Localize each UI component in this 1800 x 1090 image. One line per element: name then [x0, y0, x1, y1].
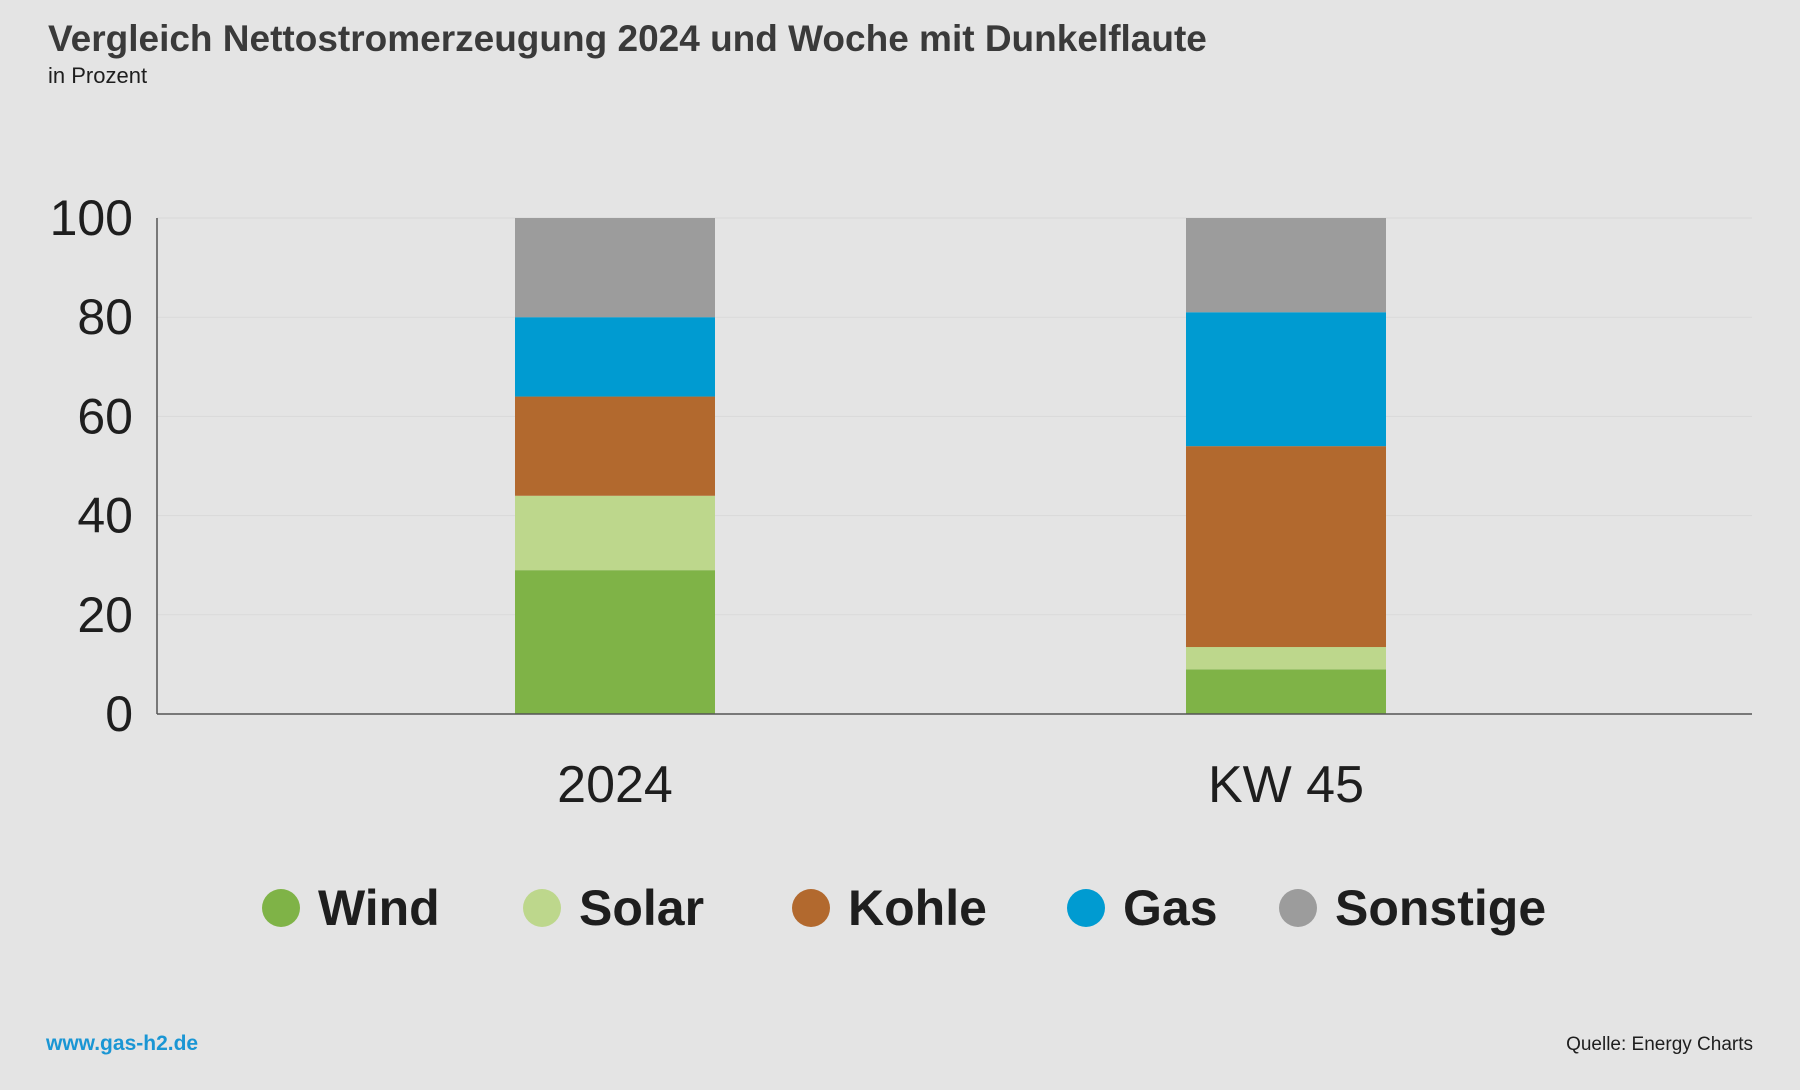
- chart-subtitle: in Prozent: [48, 63, 148, 88]
- bar-segment-sonstige: [1186, 218, 1386, 313]
- legend-swatch: [792, 889, 830, 927]
- bar-segment-gas: [515, 317, 715, 397]
- bar-segment-kohle: [515, 396, 715, 496]
- bar-segment-solar: [1186, 647, 1386, 670]
- chart-legend: Wind Solar Kohle Gas Sonstige: [0, 878, 1800, 938]
- legend-swatch: [1067, 889, 1105, 927]
- source-note: Quelle: Energy Charts: [1566, 1034, 1753, 1055]
- legend-swatch: [262, 889, 300, 927]
- legend-label: Kohle: [848, 880, 987, 936]
- y-tick-label: 80: [77, 289, 133, 345]
- y-tick-label: 100: [50, 190, 133, 246]
- legend-item-kohle: Kohle: [792, 878, 987, 938]
- bar-segment-gas: [1186, 312, 1386, 447]
- bar-segment-wind: [515, 570, 715, 714]
- legend-label: Sonstige: [1335, 880, 1547, 936]
- legend-swatch: [523, 889, 561, 927]
- bar-segment-kohle: [1186, 446, 1386, 648]
- legend-item-sonstige: Sonstige: [1279, 878, 1546, 938]
- chart-title: Vergleich Nettostromerzeugung 2024 und W…: [48, 18, 1207, 59]
- y-tick-label: 40: [77, 488, 133, 544]
- legend-item-solar: Solar: [523, 878, 704, 938]
- bar-segment-wind: [1186, 669, 1386, 714]
- x-tick-label: KW 45: [1208, 756, 1364, 814]
- bar-segment-sonstige: [515, 218, 715, 318]
- stacked-bar-chart: 0 20 40 60 80 100 2024 KW 45: [50, 190, 1752, 814]
- y-tick-label: 20: [77, 587, 133, 643]
- legend-label: Gas: [1123, 880, 1218, 936]
- legend-label: Wind: [318, 880, 440, 936]
- y-tick-label: 0: [105, 686, 133, 742]
- x-tick-label: 2024: [557, 756, 673, 814]
- bar-segment-solar: [515, 495, 715, 571]
- legend-item-gas: Gas: [1067, 878, 1218, 938]
- legend-swatch: [1279, 889, 1317, 927]
- y-tick-label: 60: [77, 388, 133, 444]
- website-link[interactable]: www.gas-h2.de: [46, 1032, 199, 1055]
- legend-label: Solar: [579, 880, 705, 936]
- legend-item-wind: Wind: [262, 878, 440, 938]
